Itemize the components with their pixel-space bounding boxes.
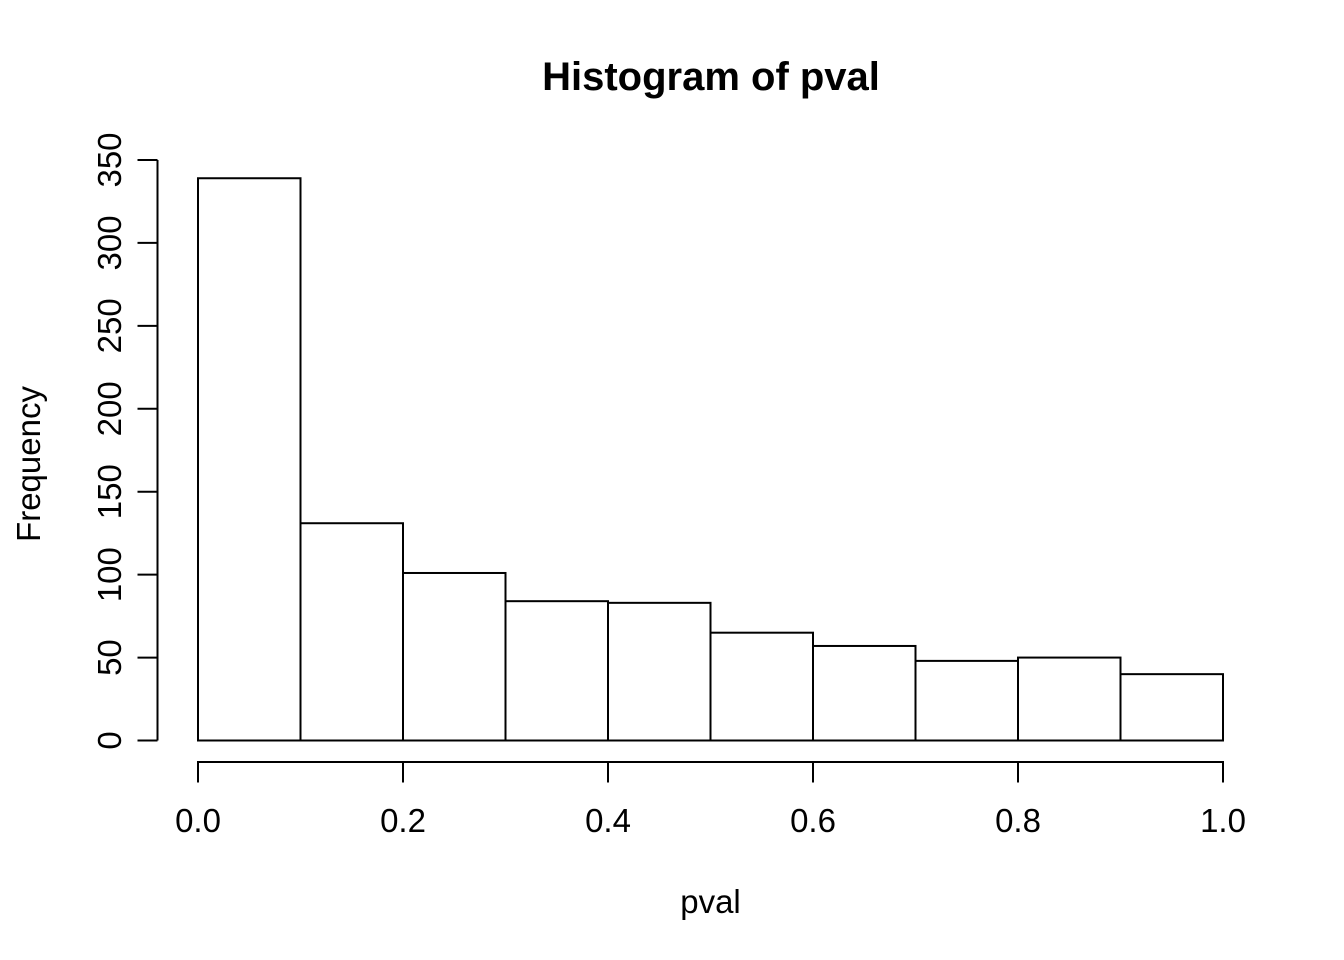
x-axis-label: pval xyxy=(680,883,741,920)
histogram-bar xyxy=(402,571,507,742)
histogram-bar xyxy=(709,631,814,742)
bars-group xyxy=(197,177,1224,742)
y-tick-label: 350 xyxy=(91,132,128,187)
x-tick-label: 1.0 xyxy=(1200,802,1246,839)
x-axis: 0.0 0.2 0.4 0.6 0.8 1.0 xyxy=(175,761,1246,839)
y-tick-label: 200 xyxy=(91,381,128,436)
y-tick-label: 250 xyxy=(91,298,128,353)
y-tick-label: 300 xyxy=(91,215,128,270)
histogram-bar xyxy=(1017,656,1122,742)
x-tick-label: 0.2 xyxy=(380,802,426,839)
y-tick-label: 50 xyxy=(91,639,128,676)
histogram-bar xyxy=(504,600,609,742)
histogram-bar xyxy=(1119,673,1224,742)
x-tick-label: 0.8 xyxy=(995,802,1041,839)
histogram-bar xyxy=(299,522,404,742)
histogram-bar xyxy=(914,659,1019,742)
histogram-bar xyxy=(197,177,302,742)
y-tick-label: 150 xyxy=(91,464,128,519)
x-tick-label: 0.4 xyxy=(585,802,631,839)
y-axis-label: Frequency xyxy=(10,386,47,542)
y-tick-label: 0 xyxy=(91,731,128,749)
y-axis: 0 50 100 150 200 250 300 350 xyxy=(91,132,159,750)
histogram-bar xyxy=(607,601,712,742)
y-tick-label: 100 xyxy=(91,547,128,602)
chart-title: Histogram of pval xyxy=(542,55,880,99)
x-tick-label: 0.0 xyxy=(175,802,221,839)
x-tick-label: 0.6 xyxy=(790,802,836,839)
histogram-bar xyxy=(812,644,917,742)
